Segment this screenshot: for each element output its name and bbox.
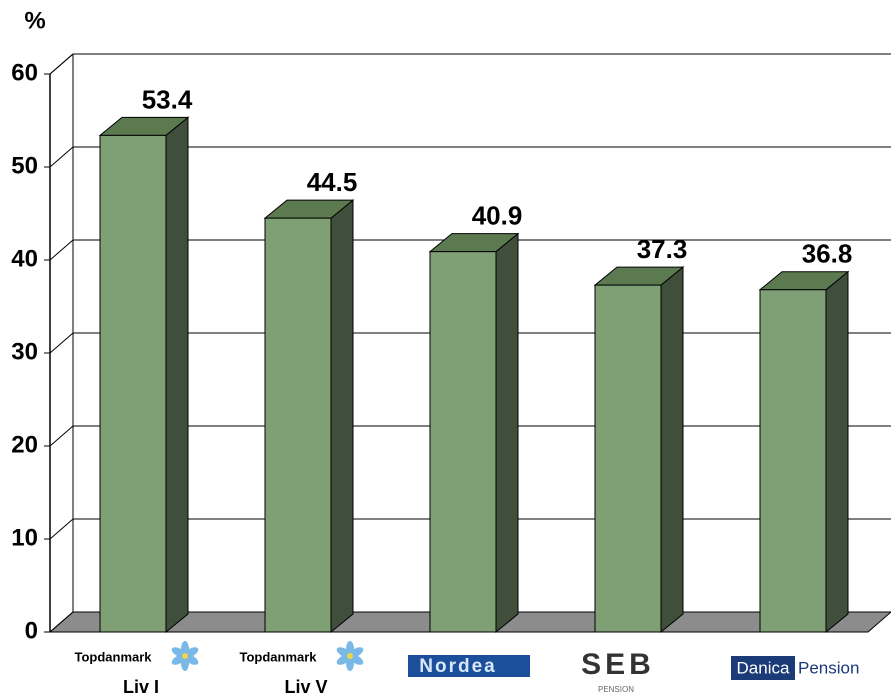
x-tick-label: Liv V (284, 677, 327, 697)
bar (99, 134, 167, 633)
y-tick-label: 40 (11, 245, 38, 272)
logo-subtext: Pension (798, 658, 859, 677)
y-tick-label: 10 (11, 524, 38, 551)
logo-text: SEB (581, 648, 655, 681)
bar (759, 289, 827, 633)
value-label: 53.4 (142, 84, 193, 114)
bar (429, 251, 497, 633)
grid-line (49, 425, 74, 447)
logo-flower (171, 641, 199, 671)
bar-side (660, 266, 684, 634)
value-label: 44.5 (307, 167, 358, 197)
y-tick-label: 50 (11, 152, 38, 179)
grid-line (49, 146, 74, 168)
y-tick-label: 60 (11, 59, 38, 86)
bar-side (825, 270, 849, 634)
logo-subtext: PENSION (598, 685, 634, 694)
grid-line (49, 611, 74, 633)
grid-line (49, 239, 74, 261)
logo-box (731, 656, 795, 680)
x-tick-label: Liv I (123, 677, 159, 697)
logo-box (408, 655, 530, 677)
y-tick-label: 30 (11, 338, 38, 365)
y-tick-label: 20 (11, 431, 38, 458)
bar-side (495, 232, 519, 634)
grid-line (49, 332, 74, 354)
bar-side (165, 116, 189, 634)
value-label: 36.8 (802, 239, 853, 269)
logo-text: Danica (737, 658, 790, 677)
logo-text: Nordea (419, 656, 496, 677)
y-axis-label: % (24, 7, 45, 34)
grid-line (49, 53, 74, 75)
value-label: 40.9 (472, 201, 523, 231)
bar-side (330, 199, 354, 634)
grid-line (49, 518, 74, 540)
flower-center (182, 653, 188, 659)
bar (264, 217, 332, 633)
y-tick-label: 0 (25, 617, 38, 644)
logo-text: Topdanmark (74, 649, 152, 664)
flower-center (347, 653, 353, 659)
bar (594, 284, 662, 633)
logo-flower (336, 641, 364, 671)
value-label: 37.3 (637, 234, 688, 264)
logo-text: Topdanmark (239, 649, 317, 664)
